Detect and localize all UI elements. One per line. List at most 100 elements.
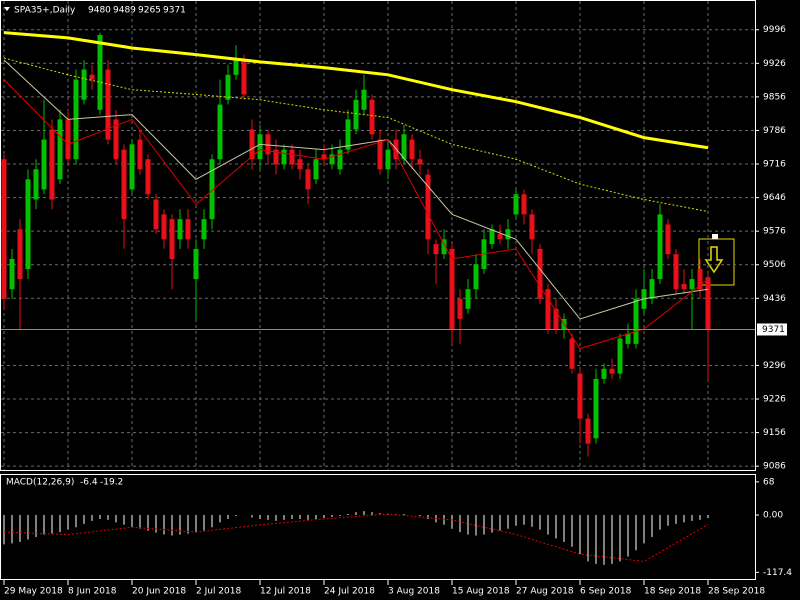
candle-body	[57, 119, 63, 180]
candle-body	[41, 139, 47, 190]
candle-body	[97, 35, 103, 110]
candle-body	[233, 59, 239, 75]
candle-body	[73, 79, 79, 160]
candle-body	[17, 229, 23, 280]
candle-body	[1, 159, 7, 299]
y2-tick-label: -117.4	[763, 568, 792, 578]
candle-body	[25, 179, 31, 270]
candle-body	[625, 333, 631, 344]
candle-body	[657, 214, 663, 280]
candle-body	[321, 154, 327, 160]
header-open: 9480	[88, 6, 111, 16]
candle-body	[353, 99, 359, 130]
candle-body	[345, 119, 351, 150]
x-tick-label: 8 Jun 2018	[68, 587, 117, 597]
candle-body	[121, 149, 127, 220]
candle-body	[457, 298, 463, 319]
candle-body	[305, 169, 311, 190]
y-tick-label: 9926	[763, 59, 786, 69]
candle-body	[137, 139, 143, 170]
candle-body	[577, 373, 583, 419]
x-tick-label: 2 Jul 2018	[196, 587, 241, 597]
candle-body	[585, 418, 591, 444]
y-tick-label: 9646	[763, 193, 786, 203]
candle-body	[169, 219, 175, 259]
x-tick-label: 20 Jun 2018	[132, 587, 186, 597]
y-tick-label: 9226	[763, 395, 786, 405]
candle-body	[273, 149, 279, 165]
candle-body	[489, 229, 495, 245]
candle-body	[633, 298, 639, 344]
x-tick-label: 15 Aug 2018	[452, 587, 510, 597]
y-tick-label: 9086	[763, 462, 786, 472]
candle-body	[697, 269, 703, 290]
y-tick-label: 9576	[763, 227, 786, 237]
header-triangle	[4, 7, 10, 11]
candle-body	[409, 139, 415, 160]
candle-body	[705, 277, 711, 330]
y-tick-label: 9436	[763, 294, 786, 304]
candle-body	[497, 234, 503, 240]
candle-body	[441, 239, 447, 255]
candle-body	[225, 74, 231, 100]
candle-body	[649, 279, 655, 299]
candle-body	[209, 159, 215, 220]
candle-body	[465, 289, 471, 309]
x-tick-label: 27 Aug 2018	[516, 587, 574, 597]
y-tick-label: 9156	[763, 428, 786, 438]
x-tick-label: 24 Jul 2018	[324, 587, 375, 597]
candle-body	[385, 149, 391, 170]
candle-body	[49, 129, 55, 200]
main-frame	[0, 0, 756, 471]
candle-body	[609, 368, 615, 374]
candle-body	[449, 248, 455, 329]
x-tick-label: 6 Sep 2018	[580, 587, 632, 597]
candle-body	[217, 104, 223, 160]
x-tick-label: 12 Jul 2018	[260, 587, 311, 597]
macd-signal-value: -19.2	[100, 478, 123, 488]
candle-body	[369, 99, 375, 135]
candle-body	[105, 69, 111, 140]
candle-body	[297, 159, 303, 170]
y-tick-label: 9716	[763, 160, 786, 170]
candle-body	[337, 149, 343, 170]
candle-body	[545, 289, 551, 329]
macd-signal	[3, 513, 709, 562]
candle-body	[505, 229, 511, 240]
candle-body	[593, 378, 599, 439]
y-tick-label: 9996	[763, 25, 786, 35]
sell-signal	[698, 234, 735, 286]
candle-body	[521, 194, 527, 215]
moving-average	[3, 79, 709, 350]
y2-tick-label: 68	[763, 477, 775, 487]
candle-body	[513, 194, 519, 215]
candle-body	[601, 368, 607, 379]
price-tag	[757, 323, 787, 336]
x-tick-label: 3 Aug 2018	[388, 587, 440, 597]
candle-body	[681, 283, 687, 290]
candle-body	[33, 169, 39, 200]
x-tick-label: 29 May 2018	[4, 587, 63, 597]
candle-body	[433, 244, 439, 255]
macd-main: -6.4	[80, 478, 98, 488]
x-tick-label: 18 Sep 2018	[644, 587, 701, 597]
candle-body	[617, 338, 623, 374]
candle-body	[177, 219, 183, 240]
candle-body	[329, 154, 335, 165]
candle-body	[201, 219, 207, 240]
y-tick-label: 9296	[763, 361, 786, 371]
candle-body	[689, 279, 695, 290]
candle-body	[145, 159, 151, 195]
candle-body	[89, 74, 95, 80]
candle-body	[281, 149, 287, 165]
candle-body	[313, 159, 319, 180]
macd-frame	[0, 474, 756, 580]
candle-body	[249, 129, 255, 160]
candle-body	[193, 248, 199, 280]
candle-body	[473, 264, 479, 290]
candle-body	[265, 134, 271, 155]
macd-label: MACD(12,26,9)	[6, 478, 74, 488]
moving-average	[3, 31, 709, 150]
